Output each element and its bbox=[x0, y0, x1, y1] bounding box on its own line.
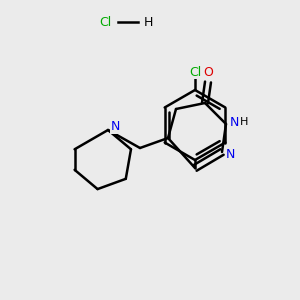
Text: N: N bbox=[110, 121, 120, 134]
Text: Cl: Cl bbox=[99, 16, 111, 28]
Text: N: N bbox=[229, 116, 239, 128]
Text: H: H bbox=[143, 16, 153, 28]
Text: Cl: Cl bbox=[189, 65, 201, 79]
Text: H: H bbox=[240, 117, 248, 127]
Text: O: O bbox=[203, 65, 213, 79]
Text: N: N bbox=[225, 148, 235, 160]
